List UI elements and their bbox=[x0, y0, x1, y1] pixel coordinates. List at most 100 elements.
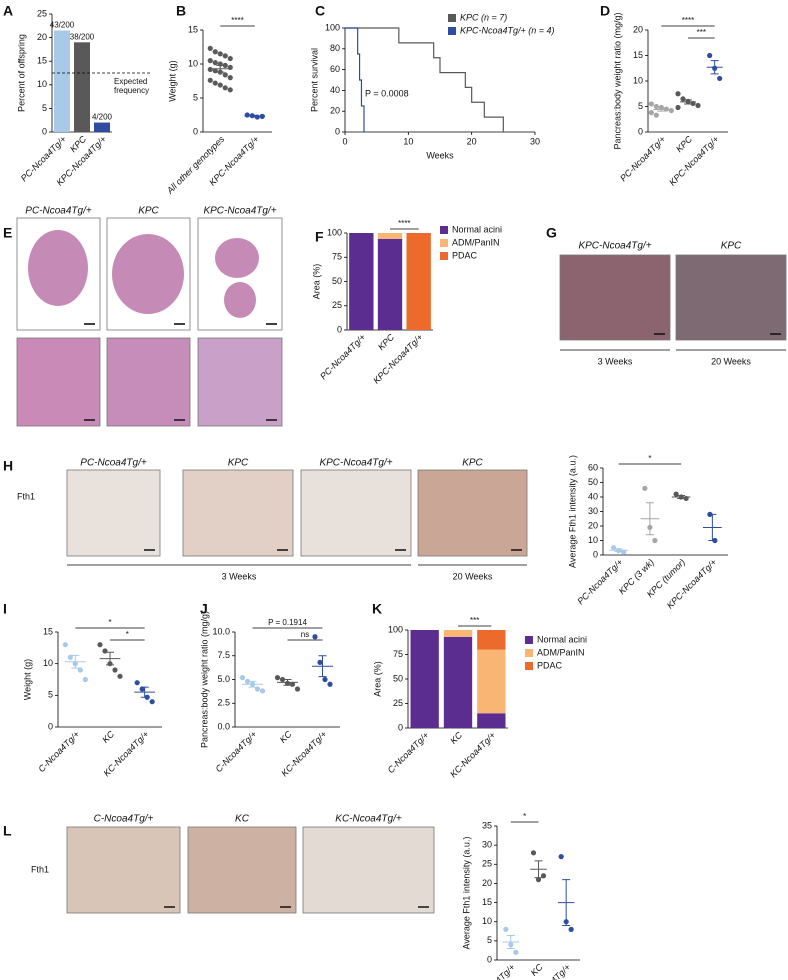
y-tick-label: 0 bbox=[48, 721, 53, 731]
micrograph bbox=[187, 826, 297, 914]
y-axis-label: Area (%) bbox=[311, 264, 321, 300]
bar bbox=[54, 30, 70, 132]
tissue bbox=[112, 234, 184, 314]
bar-segment bbox=[377, 238, 403, 330]
data-point bbox=[207, 45, 213, 51]
x-tick-label: C-Ncoa4Tg/+ bbox=[472, 962, 517, 980]
data-point bbox=[102, 648, 108, 654]
data-point bbox=[530, 850, 537, 856]
y-tick-label: 20 bbox=[633, 24, 643, 34]
y-tick-label: 0.0 bbox=[217, 721, 230, 731]
y-tick-label: 15 bbox=[43, 626, 53, 636]
significance-label: P = 0.1914 bbox=[268, 618, 307, 627]
data-point bbox=[212, 60, 218, 66]
y-tick-label: 35 bbox=[482, 820, 492, 830]
image-label: KPC-Ncoa4Tg/+ bbox=[319, 458, 392, 469]
y-tick-label: 50 bbox=[393, 673, 403, 683]
y-tick-label: 10 bbox=[37, 79, 47, 89]
data-point bbox=[642, 485, 648, 491]
image-label: KPC bbox=[138, 206, 159, 217]
error-bar bbox=[645, 502, 654, 536]
annotation: P = 0.0008 bbox=[365, 88, 409, 98]
y-tick-label: 0 bbox=[398, 722, 403, 732]
data-point bbox=[222, 72, 228, 78]
data-point bbox=[207, 58, 213, 64]
data-point bbox=[117, 673, 123, 679]
panel-letter: E bbox=[3, 225, 12, 241]
legend-label: ADM/PanIN bbox=[452, 237, 500, 247]
data-point bbox=[139, 686, 145, 692]
error-bar bbox=[708, 513, 717, 541]
data-point bbox=[652, 537, 658, 544]
data-point bbox=[695, 102, 701, 109]
significance-label: **** bbox=[231, 16, 243, 25]
bar-segment bbox=[477, 630, 506, 650]
legend-label: KPC (n = 7) bbox=[460, 12, 507, 22]
panel-letter: D bbox=[600, 3, 610, 19]
y-tick-label: 5 bbox=[42, 103, 47, 113]
bar-segment bbox=[406, 233, 431, 330]
data-point bbox=[212, 49, 218, 55]
panel-letter: I bbox=[3, 601, 7, 617]
group-label: 3 Weeks bbox=[598, 356, 633, 366]
bar-segment bbox=[477, 649, 506, 714]
panel-letter: G bbox=[546, 225, 557, 241]
micrograph bbox=[106, 337, 191, 427]
data-point bbox=[239, 675, 246, 681]
value-label: 43/200 bbox=[50, 21, 75, 30]
value-label: 38/200 bbox=[70, 32, 95, 41]
stain-label: Fth1 bbox=[31, 864, 49, 874]
y-axis-label: Weight (g) bbox=[167, 60, 177, 101]
data-point bbox=[227, 87, 233, 93]
data-point bbox=[97, 642, 103, 648]
legend-label: ADM/PanIN bbox=[537, 647, 585, 657]
x-tick-label: KPC-Ncoa4Tg/+ bbox=[667, 134, 721, 188]
data-point bbox=[207, 66, 213, 73]
panel-letter: K bbox=[372, 601, 382, 617]
data-point bbox=[312, 634, 318, 640]
y-tick-label: 2.5 bbox=[217, 698, 230, 708]
bar-segment bbox=[377, 233, 403, 239]
y-tick-label: 60 bbox=[588, 462, 598, 472]
legend-swatch bbox=[448, 27, 456, 35]
y-tick-label: 75 bbox=[332, 252, 342, 262]
y-tick-label: 0 bbox=[337, 324, 342, 334]
x-tick-label: KC bbox=[100, 729, 116, 745]
y-tick-label: 25 bbox=[482, 859, 492, 869]
x-tick-label: KC bbox=[529, 962, 545, 978]
bar bbox=[74, 42, 90, 132]
micrograph bbox=[300, 469, 412, 557]
data-point bbox=[535, 877, 542, 883]
data-point bbox=[668, 107, 674, 114]
y-tick-label: 7.5 bbox=[217, 650, 230, 660]
y-tick-label: 5 bbox=[193, 92, 198, 102]
y-tick-label: 20 bbox=[588, 520, 598, 530]
y-tick-label: 10 bbox=[188, 58, 198, 68]
x-tick-label: 10 bbox=[403, 136, 413, 146]
y-axis-label: Average Fth1 intensity (a.u.) bbox=[461, 837, 471, 950]
data-point bbox=[653, 112, 659, 118]
data-point bbox=[317, 659, 323, 666]
x-tick-label: PC-Ncoa4Tg/+ bbox=[618, 134, 667, 183]
x-tick-label: C-Ncoa4Tg/+ bbox=[36, 729, 81, 774]
y-axis-label: Percent of offspring bbox=[16, 34, 26, 112]
y-tick-label: 5.0 bbox=[217, 674, 230, 684]
error-bar bbox=[283, 679, 292, 686]
y-axis-label: Percent survival bbox=[309, 48, 319, 112]
data-point bbox=[217, 82, 223, 88]
data-point bbox=[244, 678, 251, 685]
data-point bbox=[513, 949, 519, 955]
micrograph bbox=[197, 337, 283, 427]
y-tick-label: 50 bbox=[332, 276, 342, 286]
legend-swatch bbox=[525, 662, 533, 670]
y-tick-label: 20 bbox=[482, 878, 492, 888]
legend-swatch bbox=[440, 252, 448, 260]
y-tick-label: 60 bbox=[330, 64, 340, 74]
image-label: KPC-Ncoa4Tg/+ bbox=[203, 206, 276, 217]
y-tick-label: 20 bbox=[330, 106, 340, 116]
group-label: 3 Weeks bbox=[222, 571, 257, 581]
y-tick-label: 20 bbox=[37, 32, 47, 42]
error-bar bbox=[250, 114, 259, 118]
